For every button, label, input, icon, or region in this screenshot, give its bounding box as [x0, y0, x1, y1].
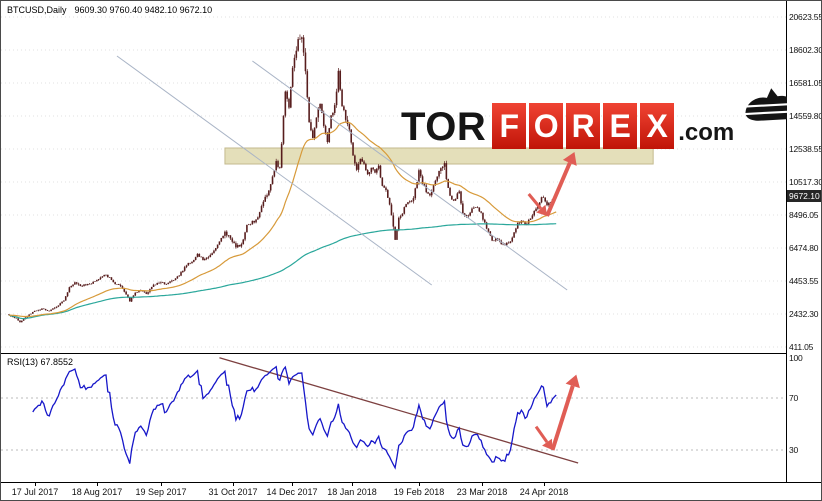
time-axis-tick — [419, 483, 420, 486]
date-axis-label: 17 Jul 2017 — [11, 487, 59, 497]
time-axis-tick — [97, 483, 98, 486]
price-axis-label: 6474.80 — [789, 243, 819, 253]
current-price-value: 9672.10 — [789, 191, 820, 201]
date-axis-label: 24 Apr 2018 — [519, 487, 569, 497]
price-axis-label: 2432.30 — [789, 309, 819, 319]
current-price-label: 9672.10 — [787, 190, 821, 202]
rsi-trendline — [219, 357, 579, 464]
price-axis-label: 12538.55 — [789, 144, 822, 154]
logo-text-com: .com — [678, 119, 735, 146]
price-axis-label: 10517.30 — [789, 177, 822, 187]
time-axis[interactable]: 17 Jul 2017 18 Aug 2017 19 Sep 2017 31 Oct … — [1, 483, 821, 500]
rsi-panel[interactable]: RSI(13) 67.8552 — [1, 354, 787, 482]
date-axis-label: 18 Jan 2018 — [327, 487, 377, 497]
chart-title: BTCUSD,Daily 9609.30 9760.40 9482.10 9672… — [7, 5, 212, 15]
date-axis-label: 23 Mar 2018 — [456, 487, 508, 497]
logo-text-tor: TOR — [401, 105, 487, 149]
trend-channel-line — [252, 60, 568, 291]
rsi-axis-label: 70 — [789, 393, 799, 403]
panel-separator[interactable] — [1, 353, 821, 354]
time-axis-tick — [352, 483, 353, 486]
rsi-chart-canvas[interactable] — [1, 354, 787, 482]
logo-letter-tile: F — [492, 103, 527, 149]
rsi-line — [32, 365, 557, 470]
price-axis-label: 18602.30 — [789, 45, 822, 55]
time-axis-tick — [482, 483, 483, 486]
date-axis-label: 14 Dec 2017 — [266, 487, 318, 497]
resistance-zone — [224, 147, 654, 165]
ma-fast-line — [9, 121, 557, 318]
axis-separator — [1, 482, 821, 483]
logo-letter-tile: R — [566, 103, 601, 149]
time-axis-tick — [292, 483, 293, 486]
date-axis-label: 19 Feb 2018 — [393, 487, 445, 497]
date-axis-label: 31 Oct 2017 — [208, 487, 258, 497]
time-axis-tick — [35, 483, 36, 486]
date-axis-label: 19 Sep 2017 — [135, 487, 187, 497]
trend-channel-line — [116, 55, 433, 286]
date-axis-label: 18 Aug 2017 — [71, 487, 123, 497]
rsi-axis-label: 30 — [789, 445, 799, 455]
chart-symbol: BTCUSD,Daily — [7, 5, 67, 15]
bull-icon — [742, 88, 787, 121]
price-axis-label: 14559.80 — [789, 111, 822, 121]
rsi-indicator-label: RSI(13) 67.8552 — [7, 357, 74, 367]
price-axis-label: 20623.55 — [789, 12, 822, 22]
candles-layer — [8, 34, 557, 323]
price-axis-label: 8496.05 — [789, 210, 819, 220]
price-axis-label: 411.05 — [789, 342, 814, 352]
price-chart-canvas[interactable] — [1, 1, 787, 353]
time-axis-tick — [161, 483, 162, 486]
price-axis-label: 16581.05 — [789, 78, 822, 88]
logo-letter-tile: O — [529, 103, 564, 149]
time-axis-tick — [544, 483, 545, 486]
chart-ohlc: 9609.30 9760.40 9482.10 9672.10 — [74, 5, 213, 15]
rsi-axis-label: 100 — [789, 353, 803, 363]
logo-letter-tile: E — [603, 103, 638, 149]
price-axis[interactable]: 9672.10 20623.55 18602.30 16581.05 14559.80… — [787, 1, 822, 482]
time-axis-tick — [233, 483, 234, 486]
price-axis-separator — [786, 1, 787, 482]
ma-slow-line — [8, 223, 557, 320]
price-axis-label: 4453.55 — [789, 276, 819, 286]
logo-letter-tile: X — [640, 103, 675, 149]
